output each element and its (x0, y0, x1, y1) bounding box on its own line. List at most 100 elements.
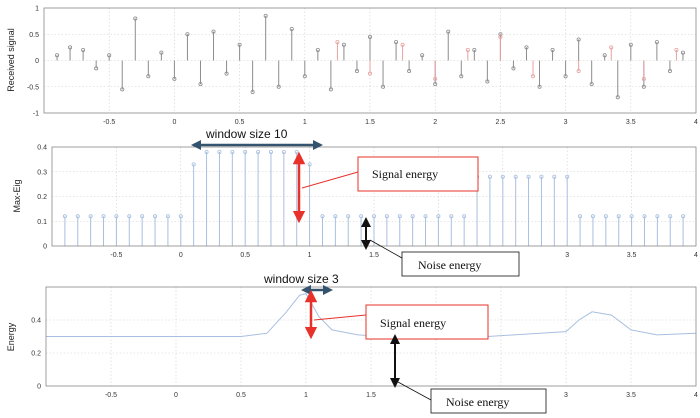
x-tick-label: 3 (564, 119, 568, 126)
stem-marker (578, 214, 583, 219)
y-tick-label: -0.5 (27, 84, 39, 91)
stem-marker (315, 48, 320, 53)
stem-marker (616, 214, 621, 219)
x-tick-label: 0 (174, 392, 178, 399)
y-tick-label: 0.1 (37, 219, 47, 226)
stem-marker (307, 162, 312, 167)
stem-marker (217, 149, 222, 154)
x-tick-label: 3.5 (626, 119, 636, 126)
stem-marker (565, 174, 570, 179)
stem-marker (465, 48, 470, 53)
stem-marker (224, 71, 229, 76)
axes-frame (45, 286, 697, 387)
stem-marker (629, 214, 634, 219)
stem-marker (281, 149, 286, 154)
x-tick-label: -0.5 (105, 392, 117, 399)
stem-marker (94, 66, 99, 71)
stem-marker (230, 149, 235, 154)
stem-marker (420, 53, 425, 58)
stem-marker (459, 74, 464, 79)
x-tick-label: 4 (694, 119, 698, 126)
stem-marker (335, 40, 340, 45)
x-tick-label: 1 (304, 392, 308, 399)
stem-marker (289, 26, 294, 31)
stem-marker (537, 84, 542, 89)
stem-marker (641, 76, 646, 81)
stem-marker (498, 32, 503, 37)
stem-marker (397, 214, 402, 219)
stem-marker (371, 214, 376, 219)
noise-energy-leader (397, 381, 432, 401)
stem-marker (655, 214, 660, 219)
x-tick-label: 0.5 (236, 392, 246, 399)
x-tick-label: -0.5 (103, 119, 115, 126)
stem-marker (328, 87, 333, 92)
y-tick-label: 0 (43, 244, 47, 251)
x-tick-label: 1.5 (365, 119, 375, 126)
stem-marker (191, 162, 196, 167)
y-tick-label: 0 (37, 384, 41, 391)
stem-marker (81, 48, 86, 53)
stem-series (55, 13, 685, 100)
y-tick-label: 0.2 (37, 194, 47, 201)
stem-marker (367, 71, 372, 76)
stem-marker (243, 149, 248, 154)
stem-marker (75, 214, 80, 219)
stem-marker (140, 214, 145, 219)
stem-marker (120, 87, 125, 92)
stem-marker (88, 214, 93, 219)
stem-marker (526, 174, 531, 179)
signal-energy-leader (301, 171, 359, 189)
stem-marker (204, 149, 209, 154)
stem-marker (531, 74, 536, 79)
stem-marker (449, 214, 454, 219)
noise-energy-box (401, 251, 520, 277)
stem-marker (367, 34, 372, 39)
x-tick-label: 1.5 (369, 252, 379, 259)
stem-marker (680, 50, 685, 55)
stem-marker (472, 48, 477, 53)
y-axis-label: Max-Eig (12, 179, 22, 212)
stem-marker (62, 214, 67, 219)
x-tick-label: 0.5 (240, 252, 250, 259)
stem-marker (159, 50, 164, 55)
stem-marker (133, 16, 138, 21)
x-tick-label: 4 (694, 392, 698, 399)
y-tick-label: 0.5 (29, 32, 39, 39)
stem-marker (268, 149, 273, 154)
stem-marker (615, 95, 620, 100)
stem-marker (394, 40, 399, 45)
x-tick-label: 3 (564, 392, 568, 399)
stem-marker (576, 69, 581, 74)
signal-energy-leader (313, 314, 367, 321)
y-tick-label: 0.4 (37, 145, 47, 152)
noise-energy-label: Noise energy (446, 395, 509, 409)
y-tick-label: 1 (35, 6, 39, 13)
stem-marker (250, 90, 255, 95)
signal-energy-label: Signal energy (372, 167, 438, 181)
stem-marker (333, 214, 338, 219)
stem-marker (498, 34, 503, 39)
stem-marker (589, 82, 594, 87)
stem-marker (237, 42, 242, 47)
stem-marker (641, 84, 646, 89)
stem-marker (487, 174, 492, 179)
y-axis-label: Received signal (6, 28, 16, 92)
stem-marker (552, 174, 557, 179)
stem-marker (127, 214, 132, 219)
stem-marker (256, 149, 261, 154)
signal-energy-box (365, 304, 489, 340)
x-tick-label: -0.5 (110, 252, 122, 259)
window-size-10-label: window size 10 (205, 127, 288, 141)
noise-energy-leader (369, 239, 403, 259)
stem-marker (590, 214, 595, 219)
stem-marker (642, 214, 647, 219)
stem-marker (628, 42, 633, 47)
y-tick-label: 0.3 (37, 169, 47, 176)
stem-marker (667, 69, 672, 74)
x-tick-label: 3.5 (626, 392, 636, 399)
stem-marker (101, 214, 106, 219)
